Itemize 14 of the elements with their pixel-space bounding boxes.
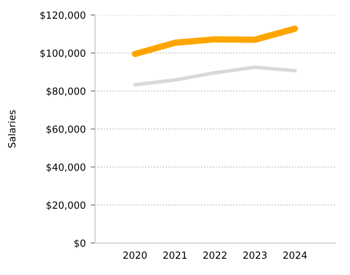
x-tick-label: 2020 xyxy=(123,252,147,259)
x-tick-label: 2021 xyxy=(163,252,186,259)
x-tick-label: 2022 xyxy=(203,252,226,259)
line-series xyxy=(133,66,297,86)
y-axis-title: Salaries xyxy=(8,110,16,148)
y-tick-label: $0 xyxy=(74,239,86,248)
x-tick-label: 2024 xyxy=(283,252,307,259)
y-tick-label: $20,000 xyxy=(46,201,86,210)
y-tick-label: $120,000 xyxy=(40,11,86,20)
y-tick-label: $80,000 xyxy=(46,87,86,96)
y-tick-label: $60,000 xyxy=(46,125,86,134)
y-tick-label: $100,000 xyxy=(40,49,86,58)
x-tick-label: 2023 xyxy=(243,252,267,259)
y-tick-label: $40,000 xyxy=(46,163,86,172)
